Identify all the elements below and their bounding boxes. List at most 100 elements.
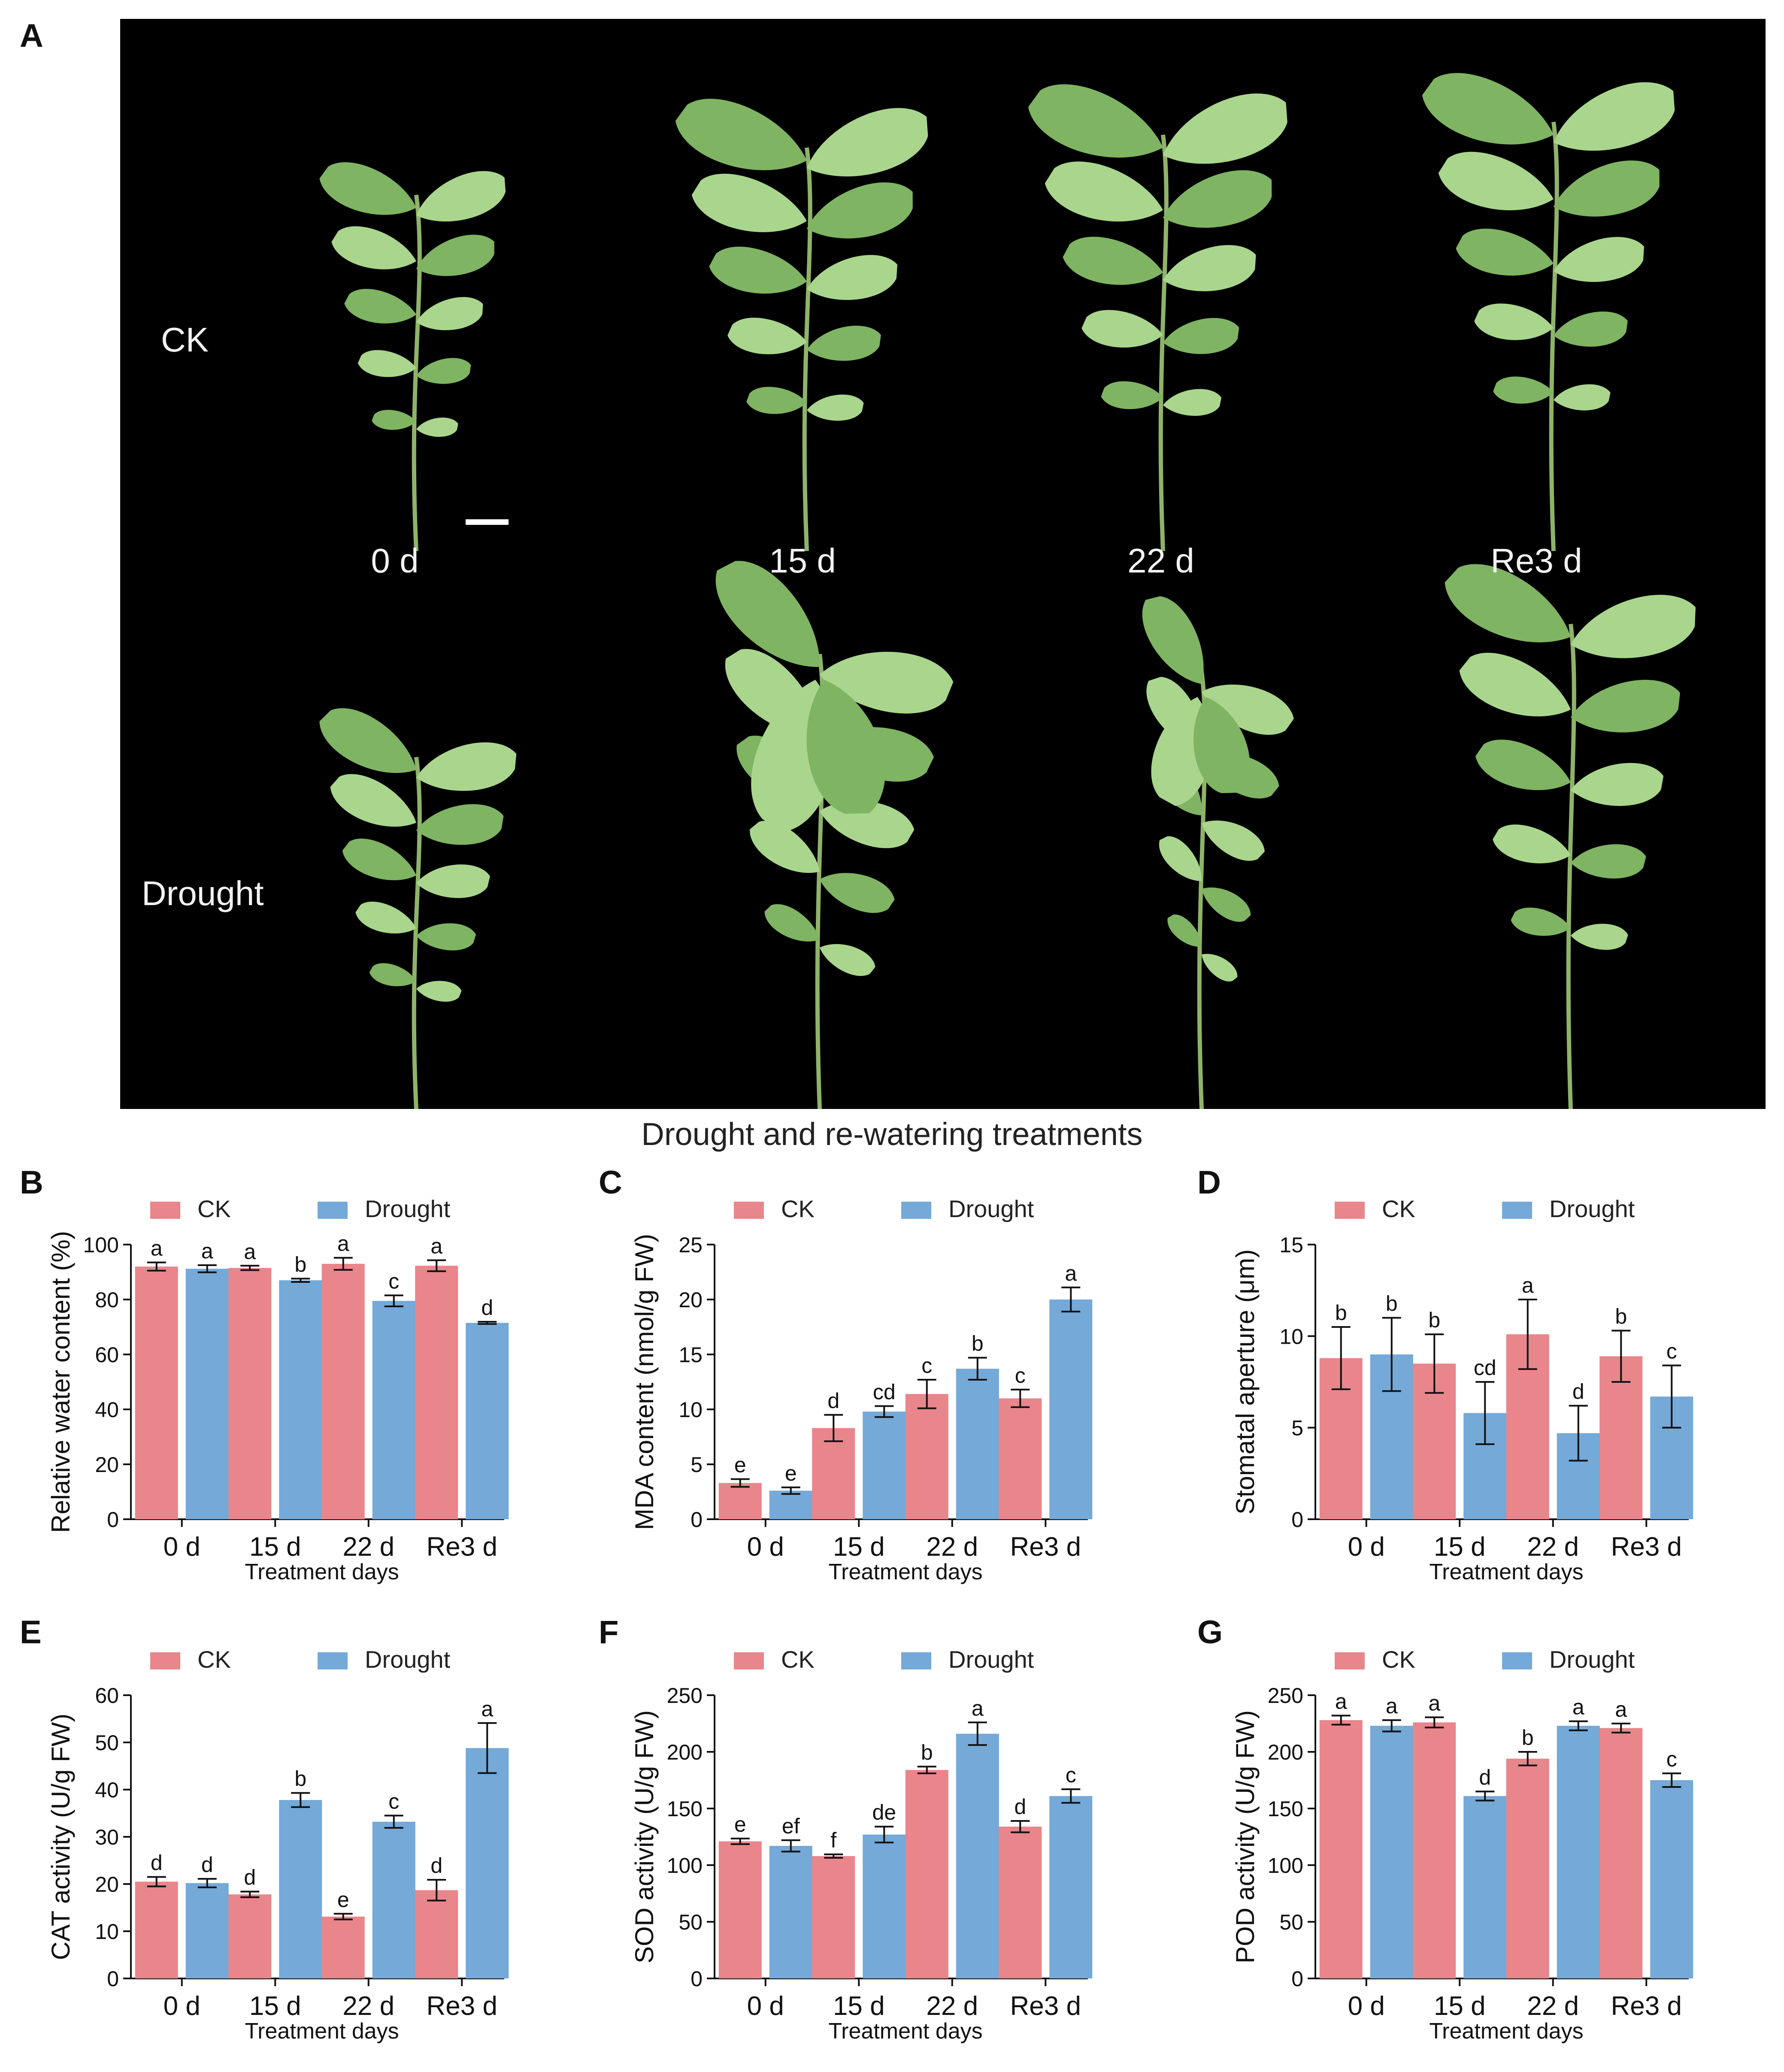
y-axis-title: Relative water content (%) bbox=[46, 1231, 75, 1533]
legend-label-ck: CK bbox=[197, 1195, 231, 1222]
panel-letter-e: E bbox=[20, 1614, 42, 1651]
bar-drought-15d bbox=[279, 1800, 322, 1978]
legend: CK Drought bbox=[1335, 1195, 1635, 1222]
leaf bbox=[1474, 303, 1554, 340]
significance-letter: d bbox=[481, 1296, 493, 1320]
significance-letter: c bbox=[921, 1354, 932, 1378]
bar-drought-re3d bbox=[1049, 1300, 1093, 1519]
error-bar bbox=[1382, 1317, 1401, 1392]
bar-ck-22d bbox=[321, 1263, 365, 1519]
row-label-drought: Drought bbox=[142, 874, 264, 912]
error-bar bbox=[1061, 1286, 1081, 1313]
leaf bbox=[1202, 887, 1251, 922]
legend-swatch-ck bbox=[734, 1202, 764, 1219]
error-bar bbox=[1061, 1788, 1081, 1804]
significance-letter: b bbox=[1335, 1301, 1347, 1325]
legend-swatch-ck bbox=[150, 1202, 180, 1219]
leaf bbox=[1163, 170, 1272, 228]
significance-letter: d bbox=[201, 1853, 213, 1877]
y-tick-label: 50 bbox=[1279, 1910, 1303, 1934]
leaf bbox=[1101, 381, 1163, 409]
x-tick-label: 22 d bbox=[342, 1991, 394, 2021]
leaf bbox=[807, 326, 881, 361]
y-tick-label: 10 bbox=[678, 1398, 703, 1422]
panel-letter-g: G bbox=[1197, 1614, 1223, 1651]
legend-label-ck: CK bbox=[1382, 1646, 1415, 1673]
chart-mda-content: CK Drought 0 5 10 15 20 25 0 d e e 15 d d cd 22 d c b Re3… bbox=[630, 1195, 1093, 1584]
leaf bbox=[319, 162, 416, 215]
leaf bbox=[1554, 82, 1675, 151]
leaf bbox=[1202, 685, 1294, 735]
leaf bbox=[691, 173, 807, 232]
bar-ck-0d bbox=[718, 1841, 762, 1978]
error-bar bbox=[291, 1792, 310, 1808]
significance-letter: ef bbox=[782, 1814, 800, 1838]
chart-pod-activity: CK Drought 0 50 100 150 200 250 0 d a a 15 d a d 22 d b… bbox=[1231, 1646, 1693, 2044]
y-tick-label: 0 bbox=[691, 1508, 703, 1532]
leaf bbox=[1202, 954, 1238, 981]
error-bar bbox=[1611, 1723, 1631, 1734]
x-tick-label: 0 d bbox=[164, 1532, 200, 1562]
x-tick-label: Re3 d bbox=[427, 1532, 497, 1562]
legend: CK Drought bbox=[150, 1195, 451, 1222]
significance-letter: b bbox=[294, 1252, 306, 1276]
panel-a-caption: Drought and re-watering treatments bbox=[641, 1116, 1143, 1152]
bar-drought-re3d bbox=[1049, 1796, 1093, 1978]
leaf bbox=[746, 387, 807, 414]
y-tick-label: 200 bbox=[667, 1740, 703, 1764]
significance-letter: a bbox=[1386, 1694, 1398, 1718]
leaf bbox=[1571, 680, 1680, 733]
significance-letter: d bbox=[827, 1389, 839, 1413]
bar-drought-22d bbox=[956, 1733, 999, 1978]
error-bar bbox=[427, 1259, 446, 1272]
y-tick-label: 0 bbox=[691, 1967, 703, 1991]
legend: CK Drought bbox=[1335, 1646, 1635, 1673]
panel-letter-a: A bbox=[20, 18, 43, 54]
column-label-15d: 15 d bbox=[769, 542, 836, 580]
significance-letter: d bbox=[1479, 1765, 1491, 1789]
x-tick-label: 15 d bbox=[833, 1532, 885, 1562]
column-label-0d: 0 d bbox=[371, 542, 418, 580]
leaf bbox=[675, 99, 807, 170]
error-bar bbox=[197, 1878, 217, 1888]
legend: CK Drought bbox=[734, 1646, 1034, 1673]
y-tick-label: 25 bbox=[678, 1233, 703, 1257]
x-tick-label: Re3 d bbox=[1010, 1991, 1081, 2021]
plant-7 bbox=[1142, 596, 1294, 1109]
significance-letter: d bbox=[430, 1854, 442, 1878]
bar-ck-15d bbox=[812, 1856, 855, 1978]
leaf bbox=[416, 923, 476, 951]
error-bar bbox=[1518, 1299, 1537, 1370]
leaf bbox=[416, 804, 504, 845]
leaf bbox=[1163, 389, 1222, 416]
error-bar bbox=[1331, 1715, 1351, 1726]
significance-letter: cd bbox=[1474, 1356, 1496, 1380]
error-bar bbox=[478, 1321, 497, 1325]
leaf bbox=[416, 418, 458, 437]
x-axis-title: Treatment days bbox=[1429, 1560, 1583, 1584]
significance-letter: a bbox=[1428, 1691, 1440, 1715]
leaf bbox=[1445, 564, 1571, 642]
leaf bbox=[416, 742, 517, 791]
bar-ck-re3d bbox=[1599, 1728, 1643, 1978]
leaf bbox=[1438, 151, 1554, 210]
legend: CK Drought bbox=[734, 1195, 1034, 1222]
error-bar bbox=[384, 1815, 403, 1829]
bar-drought-22d bbox=[372, 1821, 415, 1978]
error-bar bbox=[1382, 1719, 1401, 1733]
plant-stem bbox=[802, 147, 812, 551]
bar-ck-15d bbox=[228, 1268, 272, 1519]
significance-letter: cd bbox=[873, 1380, 896, 1404]
leaf bbox=[709, 246, 807, 294]
significance-letter: a bbox=[972, 1696, 984, 1720]
leaf bbox=[820, 651, 954, 714]
leaf bbox=[807, 182, 913, 239]
plant-stem bbox=[1566, 624, 1576, 1109]
leaf bbox=[416, 297, 483, 330]
panel-letter-f: F bbox=[599, 1614, 619, 1651]
y-tick-label: 50 bbox=[95, 1731, 119, 1755]
significance-letter: b bbox=[1522, 1726, 1534, 1750]
y-tick-label: 0 bbox=[1291, 1967, 1303, 1991]
bar-drought-22d bbox=[372, 1301, 415, 1519]
significance-letter: de bbox=[872, 1800, 896, 1824]
